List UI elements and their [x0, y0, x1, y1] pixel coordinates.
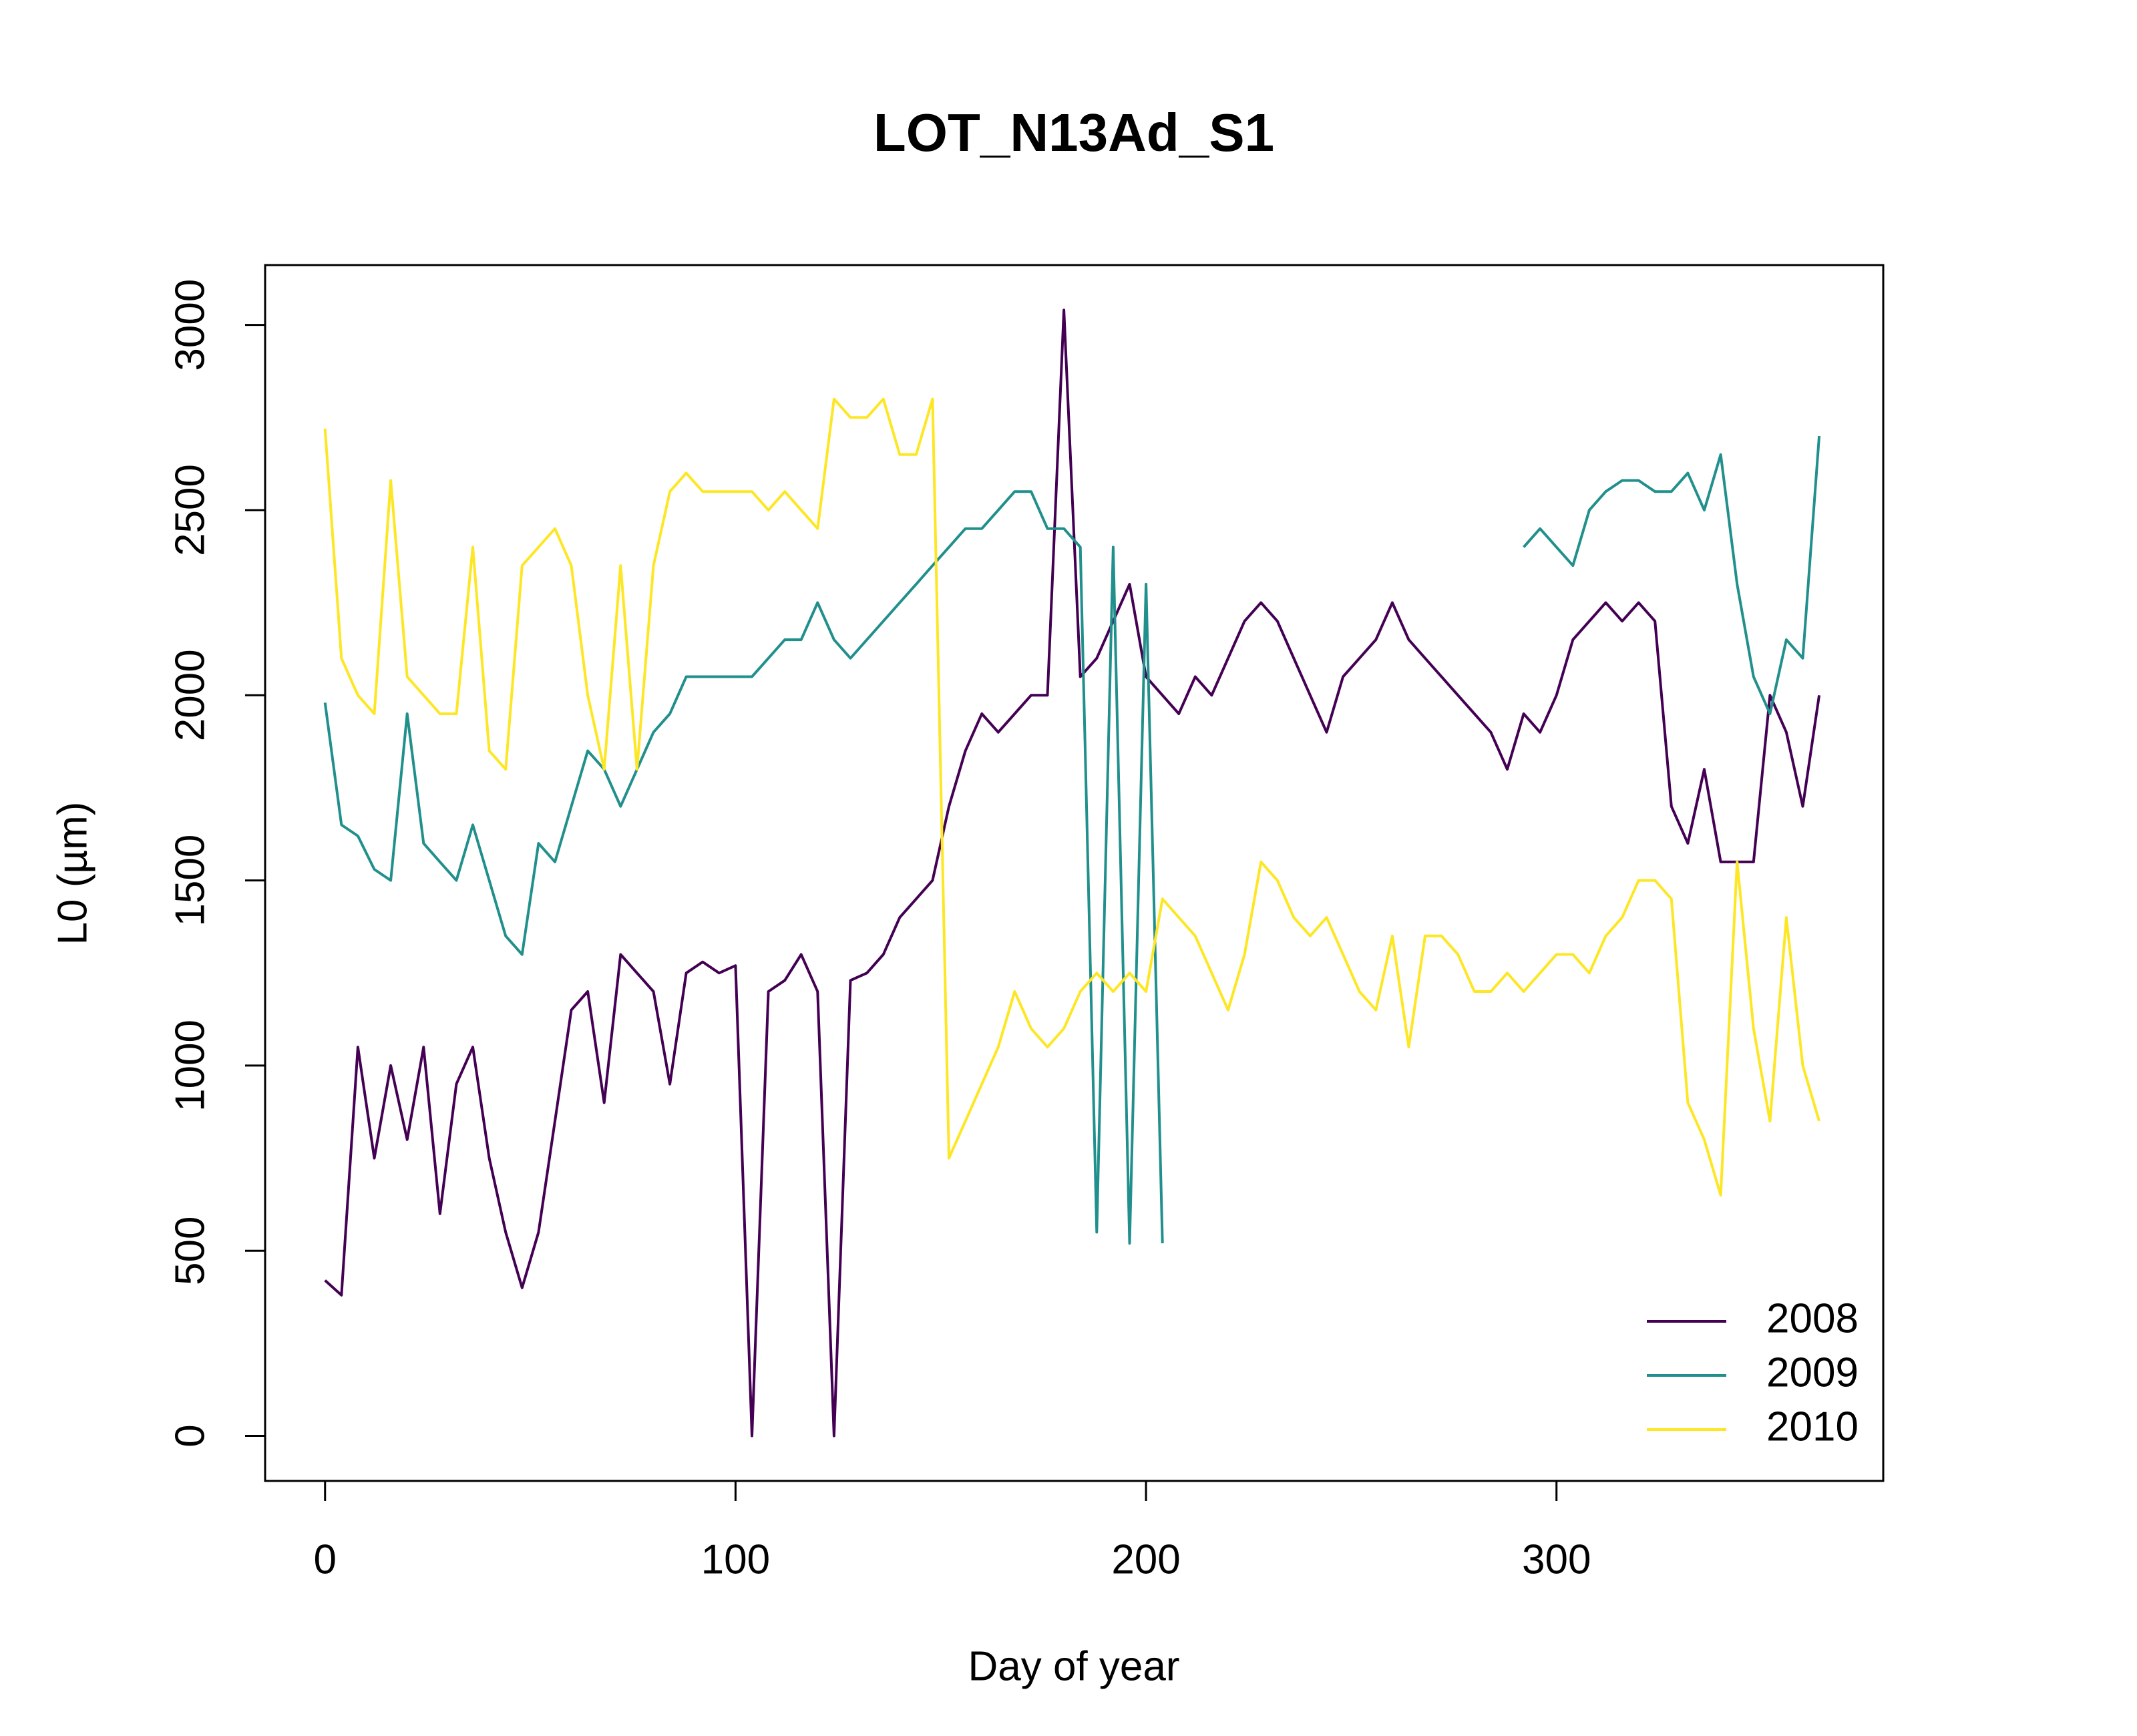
y-tick-label: 1500 [167, 835, 213, 927]
chart-title: LOT_N13Ad_S1 [873, 103, 1274, 162]
plot-frame [264, 264, 1885, 1482]
x-tick-label: 300 [1522, 1536, 1591, 1582]
legend-label: 2010 [1766, 1403, 1859, 1450]
y-tick-label: 2500 [167, 464, 213, 556]
legend-label: 2009 [1766, 1349, 1859, 1395]
x-tick-label: 0 [313, 1536, 336, 1582]
series-line [323, 435, 1821, 1245]
legend-label: 2008 [1766, 1295, 1859, 1341]
y-axis-label: L0 (µm) [49, 802, 95, 945]
series-line [323, 397, 1821, 1197]
x-axis-label: Day of year [968, 1643, 1179, 1689]
y-tick-label: 1000 [167, 1020, 213, 1112]
y-tick-label: 500 [167, 1217, 213, 1285]
y-tick-label: 3000 [167, 279, 213, 371]
x-tick-label: 200 [1111, 1536, 1180, 1582]
x-tick-label: 100 [701, 1536, 770, 1582]
series-line [324, 308, 1821, 1438]
y-tick-label: 2000 [167, 649, 213, 741]
y-tick-label: 0 [167, 1424, 213, 1447]
